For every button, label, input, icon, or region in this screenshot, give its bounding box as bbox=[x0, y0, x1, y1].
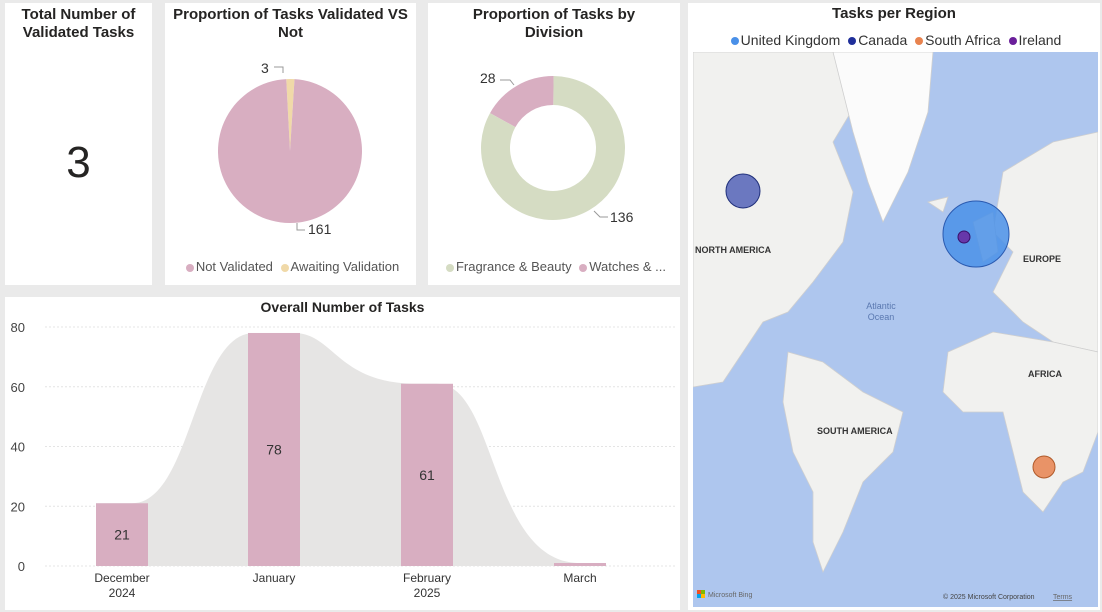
y-tick-label: 60 bbox=[11, 380, 25, 395]
donut-title: Proportion of Tasks by Division bbox=[472, 6, 636, 41]
map-attribution: Microsoft Bing bbox=[708, 592, 752, 599]
pie-slice[interactable] bbox=[214, 75, 365, 226]
bar[interactable] bbox=[401, 383, 453, 566]
legend-item[interactable]: Canada bbox=[858, 32, 908, 48]
donut-label-large: 136 bbox=[610, 209, 634, 225]
map-label-ocean: Atlantic bbox=[866, 301, 896, 311]
pie-title: Proportion of Tasks Validated VS Not bbox=[173, 6, 408, 41]
map-canvas[interactable]: NORTH AMERICA EUROPE AFRICA SOUTH AMERIC… bbox=[693, 52, 1098, 607]
legend-dot bbox=[848, 37, 857, 46]
y-tick-label: 80 bbox=[11, 320, 25, 335]
legend-item[interactable]: United Kingdom bbox=[740, 32, 841, 48]
x-tick-label: February bbox=[403, 571, 451, 585]
map-label-north-america: NORTH AMERICA bbox=[695, 245, 772, 255]
map-terms-link[interactable]: Terms bbox=[1053, 594, 1073, 601]
map-label-ocean: Ocean bbox=[868, 312, 895, 322]
legend-dot bbox=[915, 37, 924, 46]
legend-item[interactable]: Ireland bbox=[1018, 32, 1062, 48]
bar-data-label: 78 bbox=[266, 441, 282, 457]
map-title: Tasks per Region bbox=[832, 5, 956, 22]
pie-slice[interactable] bbox=[286, 79, 298, 151]
bar[interactable] bbox=[248, 332, 300, 566]
pie-label-large: 161 bbox=[308, 221, 332, 237]
x-tick-label: 2025 bbox=[414, 586, 441, 600]
bubble-united-kingdom[interactable] bbox=[942, 200, 1010, 268]
legend-dot bbox=[730, 37, 739, 46]
map-label-south-america: SOUTH AMERICA bbox=[817, 426, 893, 436]
x-tick-label: January bbox=[253, 571, 296, 585]
pie-slice[interactable] bbox=[490, 58, 566, 138]
bar-chart-title: Overall Number of Tasks bbox=[260, 299, 425, 315]
map-legend: United Kingdom Canada South Africa Irela… bbox=[688, 32, 1100, 48]
legend-dot bbox=[185, 263, 194, 272]
leader-line bbox=[296, 223, 305, 231]
legend-dot bbox=[579, 263, 588, 272]
bubble-canada[interactable] bbox=[725, 173, 761, 209]
map-copyright: © 2025 Microsoft Corporation bbox=[943, 593, 1035, 601]
bar-data-label: 21 bbox=[114, 527, 130, 543]
x-tick-label: December bbox=[94, 571, 149, 585]
area-series bbox=[96, 332, 580, 566]
tasks-over-time-card: 0 20 40 60 80 21 December 2024 78 January 61 Februa… bbox=[5, 297, 680, 610]
legend-item[interactable]: Fragrance & Beauty bbox=[455, 259, 572, 274]
legend-item[interactable]: Watches & ... bbox=[589, 259, 667, 274]
bing-logo-icon bbox=[697, 590, 705, 598]
legend-dot bbox=[280, 263, 289, 272]
legend-item[interactable]: Awaiting Validation bbox=[290, 259, 400, 274]
leader-line bbox=[593, 210, 608, 218]
bar[interactable] bbox=[554, 563, 606, 566]
legend-dot bbox=[445, 263, 454, 272]
x-tick-label: 2024 bbox=[109, 586, 136, 600]
bubble-ireland[interactable] bbox=[957, 230, 971, 244]
map-card: Tasks per Region United Kingdom Canada S… bbox=[688, 3, 1100, 610]
kpi-value: 3 bbox=[66, 138, 91, 187]
map-label-europe: EUROPE bbox=[1023, 254, 1061, 264]
pie-validated-card: Proportion of Tasks Validated VS Not 3 1… bbox=[165, 3, 416, 285]
pie-slice[interactable] bbox=[455, 50, 651, 246]
bar-data-label: 61 bbox=[419, 467, 435, 483]
pie-chart bbox=[214, 66, 365, 231]
y-tick-label: 0 bbox=[18, 559, 25, 574]
kpi-title: Total Number of Validated Tasks bbox=[21, 6, 136, 41]
bar[interactable] bbox=[96, 503, 148, 566]
bubble-south-africa[interactable] bbox=[1032, 455, 1056, 479]
donut-legend: Fragrance & Beauty Watches & ... bbox=[428, 259, 680, 274]
legend-item[interactable]: Not Validated bbox=[195, 259, 273, 274]
y-tick-label: 40 bbox=[11, 440, 25, 455]
x-tick-label: March bbox=[563, 571, 596, 585]
donut-division-card: Proportion of Tasks by Division 28 136 F… bbox=[428, 3, 680, 285]
donut-chart bbox=[455, 50, 651, 246]
landmass bbox=[693, 52, 1098, 574]
y-tick-label: 20 bbox=[11, 499, 25, 514]
leader-line bbox=[500, 79, 515, 86]
kpi-card: Total Number of Validated Tasks 3 bbox=[5, 3, 152, 285]
pie-label-small: 3 bbox=[261, 60, 269, 76]
legend-dot bbox=[1008, 37, 1017, 46]
leader-line bbox=[274, 66, 284, 73]
map-label-africa: AFRICA bbox=[1028, 369, 1062, 379]
legend-item[interactable]: South Africa bbox=[925, 32, 1001, 48]
donut-label-small: 28 bbox=[480, 70, 496, 86]
pie-legend: Not Validated Awaiting Validation bbox=[165, 259, 416, 274]
